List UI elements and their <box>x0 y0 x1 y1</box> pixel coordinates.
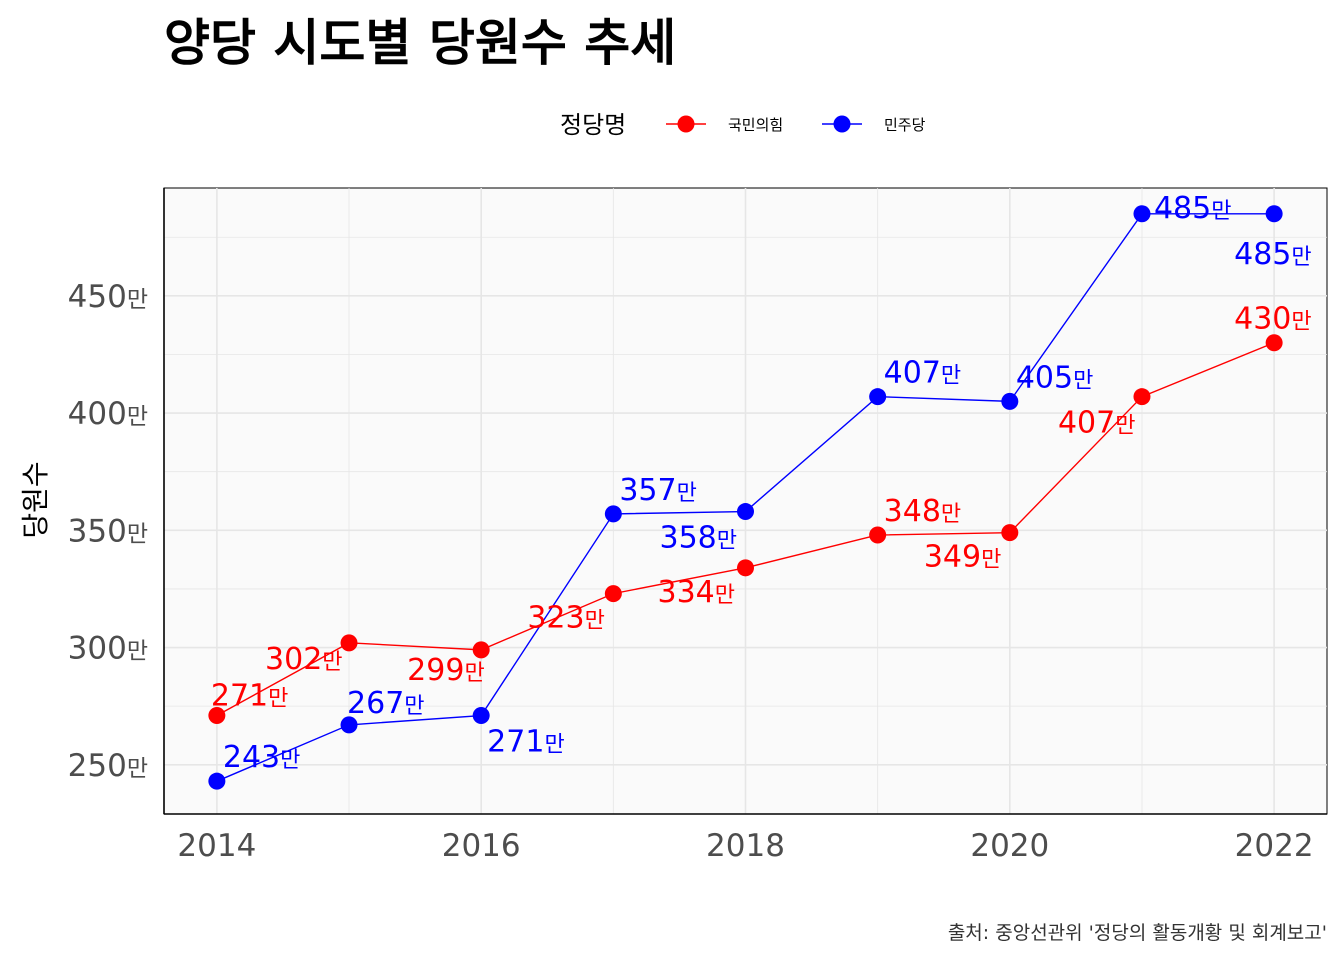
legend-marker <box>677 115 695 133</box>
data-point <box>472 707 490 725</box>
data-label: 334만 <box>658 575 736 610</box>
y-tick-label: 300만 <box>68 631 148 667</box>
data-label: 267만 <box>347 686 425 721</box>
x-tick-label: 2016 <box>442 828 521 864</box>
data-point <box>604 505 622 523</box>
data-point <box>869 388 887 406</box>
data-label: 485만 <box>1234 237 1312 272</box>
x-tick-label: 2020 <box>970 828 1049 864</box>
x-tick-label: 2018 <box>706 828 785 864</box>
source-caption: 출처: 중앙선관위 '정당의 활동개황 및 회계보고' <box>948 922 1327 944</box>
data-point <box>869 526 887 544</box>
legend: 정당명 국민의힘 민주당 <box>560 111 926 139</box>
data-point <box>208 772 226 790</box>
chart-title: 양당 시도별 당원수 추세 <box>164 14 676 72</box>
data-point <box>1001 524 1019 542</box>
data-label: 405만 <box>1016 360 1094 395</box>
data-point <box>1265 205 1283 223</box>
y-axis-title: 당원수 <box>19 461 52 538</box>
data-label: 357만 <box>619 473 697 508</box>
data-point <box>1133 388 1151 406</box>
x-axis: 2014 2016 2018 2020 2022 <box>164 813 1327 864</box>
data-point <box>472 641 490 659</box>
legend-label: 민주당 <box>884 116 926 134</box>
data-label: 358만 <box>660 521 738 556</box>
data-point <box>340 634 358 652</box>
legend-label: 국민의힘 <box>728 116 783 134</box>
data-label: 243만 <box>223 740 301 775</box>
data-point <box>604 585 622 603</box>
y-axis: 250만 300만 350만 400만 450만 <box>68 188 165 814</box>
legend-title: 정당명 <box>560 111 626 139</box>
data-point <box>340 716 358 734</box>
data-label: 348만 <box>884 494 962 529</box>
x-tick-label: 2022 <box>1235 828 1314 864</box>
data-label: 407만 <box>884 356 962 391</box>
data-label: 271만 <box>211 679 289 714</box>
y-tick-label: 350만 <box>68 513 148 549</box>
data-label: 302만 <box>265 642 343 677</box>
y-tick-label: 400만 <box>68 396 148 432</box>
data-point <box>1265 334 1283 352</box>
data-label: 349만 <box>924 540 1002 575</box>
data-point <box>208 707 226 725</box>
data-label: 485만 <box>1154 191 1232 226</box>
series-layer <box>208 205 1283 790</box>
y-tick-label: 450만 <box>68 279 148 315</box>
data-label: 271만 <box>487 725 565 760</box>
x-tick-label: 2014 <box>177 828 256 864</box>
data-point <box>1001 392 1019 410</box>
data-point <box>1133 205 1151 223</box>
data-label: 430만 <box>1234 302 1312 337</box>
data-point <box>737 503 754 521</box>
data-point <box>737 559 754 577</box>
data-label: 299만 <box>407 653 485 688</box>
legend-marker <box>833 115 851 133</box>
y-tick-label: 250만 <box>68 748 148 784</box>
data-label: 407만 <box>1058 406 1136 441</box>
data-label: 323만 <box>527 601 605 636</box>
grid-lines <box>164 188 1327 814</box>
